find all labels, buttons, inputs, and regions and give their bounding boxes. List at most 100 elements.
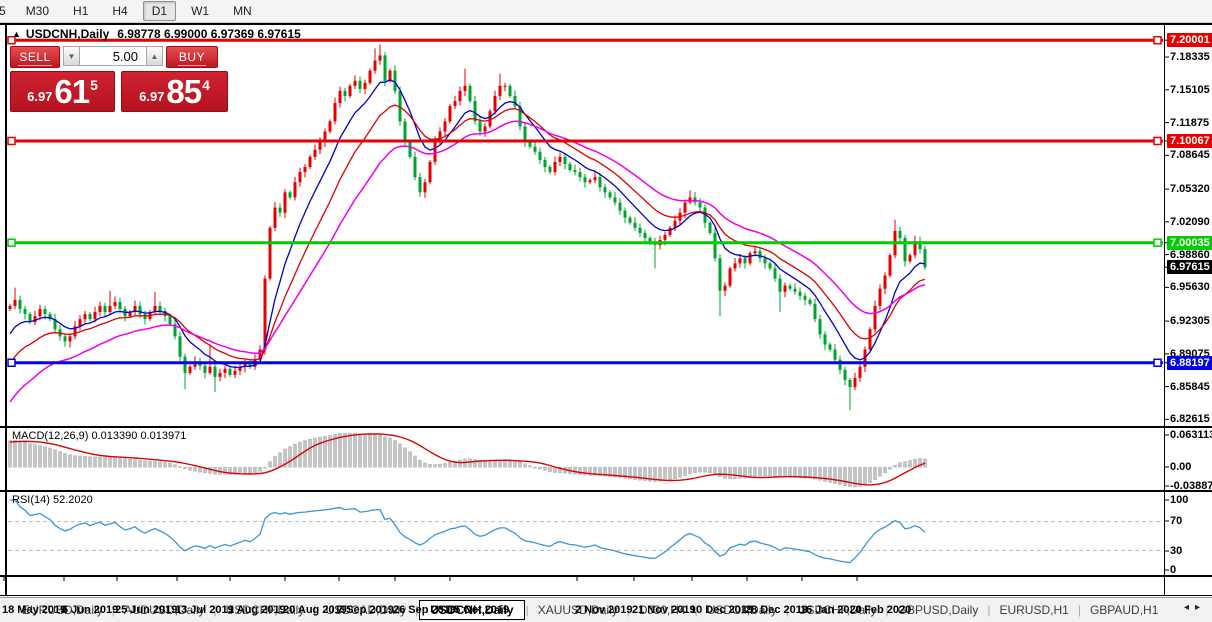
price-axis-label: 7.02090 [1170,215,1210,228]
date-label: 15 Oct 2019 [448,604,510,616]
chevron-down-icon: ▼ [67,52,76,61]
timeframe-button-w1[interactable]: W1 [191,4,210,18]
window-border-top [0,23,1212,25]
chart-window: ▲ USDCNH,Daily 6.98778 6.99000 6.97369 6.9… [0,23,1212,616]
price-axis-label: 6.85845 [1170,380,1210,393]
price-axis-label: 7.15105 [1170,83,1210,96]
tab-xauusd-daily[interactable]: XAUUSD,Daily [537,603,618,617]
macd-value-2: 0.013971 [140,430,187,442]
macd-value-1: 0.013390 [91,430,138,442]
tab-usdchf-daily[interactable]: USDCHF,Daily [225,603,305,617]
tab-dj30-h4[interactable]: DJ30,H4 [638,603,686,617]
date-label: 25 Jun 2019 [115,604,178,616]
tab-eurusd-h1[interactable]: EURUSD,H1 [999,603,1069,617]
tab-separator: | [415,603,419,617]
price-axis-label: 7.18335 [1170,51,1210,64]
price-row: 6.97 61 5 6.97 85 4 [10,71,228,112]
timeframe-button-h4[interactable]: H4 [112,4,128,18]
sell-button[interactable]: SELL [10,46,60,68]
volume-input[interactable] [80,46,146,66]
price-axis-label: 7.10067 [1167,133,1212,148]
chevron-up-icon: ▲ [150,52,159,61]
tab-audusd-daily[interactable]: AUDUSD,Daily [123,603,205,617]
sell-price[interactable]: 6.97 61 5 [10,71,116,112]
pane-separator-rsi [0,490,1212,492]
price-axis-label: 6.82615 [1170,413,1210,426]
tab-separator: | [694,603,698,617]
timeframe-button-5[interactable]: 5 [0,1,11,21]
tab-separator: | [111,603,115,617]
tab-separator: | [1077,603,1081,617]
pane-separator-macd [0,426,1212,428]
chart-tab-bar: EURUSD,Daily | AUDUSD,Daily | USDCHF,Daily | U… [0,597,1212,622]
date-label: 13 Jul 2019 [175,604,234,616]
rsi-axis-label: 100 [1170,494,1189,506]
price-axis-label: 6.95630 [1170,281,1210,294]
date-label: 7 Sep 2019 [337,604,394,616]
timeframe-button-mn[interactable]: MN [233,4,252,18]
rsi-value: 52.2020 [52,494,93,506]
tab-separator: | [987,603,991,617]
tab-separator: | [313,603,317,617]
date-label: 16 Jan 2020 [800,604,862,616]
rsi-axis-label: 0 [1170,564,1177,576]
price-axis-label: 7.08645 [1170,149,1210,162]
buy-price-big: 85 [166,73,202,110]
price-axis-label: 6.98860 [1170,248,1210,261]
window-border-bottom [0,595,1212,596]
one-click-trading-panel: SELL ▼ ▲ BUY 6.97 61 5 6.97 85 4 [10,46,228,113]
date-label: 4 Feb 2020 [855,604,912,616]
tab-separator: | [885,603,889,617]
macd-axis-label: 0.00 [1170,461,1192,473]
tab-gbpusd-daily[interactable]: GBPUSD,Daily [897,603,979,617]
macd-axis-label: 0.063113 [1170,429,1212,441]
tab-usdcnh-daily[interactable]: USDCNH,Daily [419,600,525,620]
tab-gbpaud-h1[interactable]: GBPAUD,H1 [1089,603,1159,617]
rsi-axis-label: 30 [1170,545,1183,557]
tab-eurusd-daily[interactable]: EURUSD,Daily [22,603,103,617]
date-label: 6 Jun 2019 [62,604,119,616]
macd-axis-label: -0.038872 [1170,480,1212,492]
chart-title-symbol: USDCNH,Daily [25,27,110,41]
price-axis-label: 7.20001 [1167,33,1212,48]
buy-price-sup: 4 [202,77,210,93]
order-row: SELL ▼ ▲ BUY [10,46,228,68]
tab-separator: | [785,603,789,617]
rsi-label: RSI(14) 52.2020 [12,494,93,506]
pane-separator-dates [0,575,1212,577]
date-label: 28 Dec 2019 [745,604,808,616]
tab-scroll-left-button[interactable]: ◂ [1183,602,1195,613]
window-border-left [5,23,7,596]
timeframe-button-m30[interactable]: M30 [25,4,50,18]
volume-decrease-button[interactable]: ▼ [63,46,80,66]
price-axis-label: 6.88197 [1167,355,1212,370]
buy-button[interactable]: BUY [166,46,218,68]
tab-usdoil-daily[interactable]: USDOil,Daily [706,603,777,617]
chart-canvas[interactable] [0,23,1212,597]
macd-label: MACD(12,26,9) 0.013390 0.013971 [12,430,187,442]
tab-usdchf-daily[interactable]: USDCHF,Daily [797,603,877,617]
date-label: 2 Nov 2019 [575,604,633,616]
sell-price-prefix: 6.97 [27,89,53,104]
date-label: 1 Aug 2019 [228,604,286,616]
price-axis-label: 6.97615 [1167,260,1212,275]
date-label: 26 Sep 2019 [393,604,456,616]
timeframe-toolbar: 5 M30 H1 H4 D1 W1 MN [0,0,1212,23]
tab-separator: | [525,603,529,617]
timeframe-button-d1[interactable]: D1 [142,1,177,21]
timeframe-button-h1[interactable]: H1 [73,4,89,18]
sell-price-sup: 5 [90,77,98,93]
chart-title-ohlc: 6.98778 6.99000 6.97369 6.97615 [117,27,301,41]
price-axis-label: 7.05320 [1170,183,1210,196]
date-label: 10 Dec 2019 [690,604,753,616]
tab-separator: | [213,603,217,617]
date-label: 20 Aug 2019 [283,604,347,616]
sell-price-big: 61 [54,73,90,110]
buy-price-prefix: 6.97 [139,89,165,104]
tab-usdcad-daily[interactable]: USDCAD,Daily [325,603,407,617]
rsi-axis-label: 70 [1170,515,1183,527]
tab-scroll-right-button[interactable]: ▸ [1194,602,1206,613]
volume-increase-button[interactable]: ▲ [146,46,163,66]
buy-price[interactable]: 6.97 85 4 [121,71,228,112]
